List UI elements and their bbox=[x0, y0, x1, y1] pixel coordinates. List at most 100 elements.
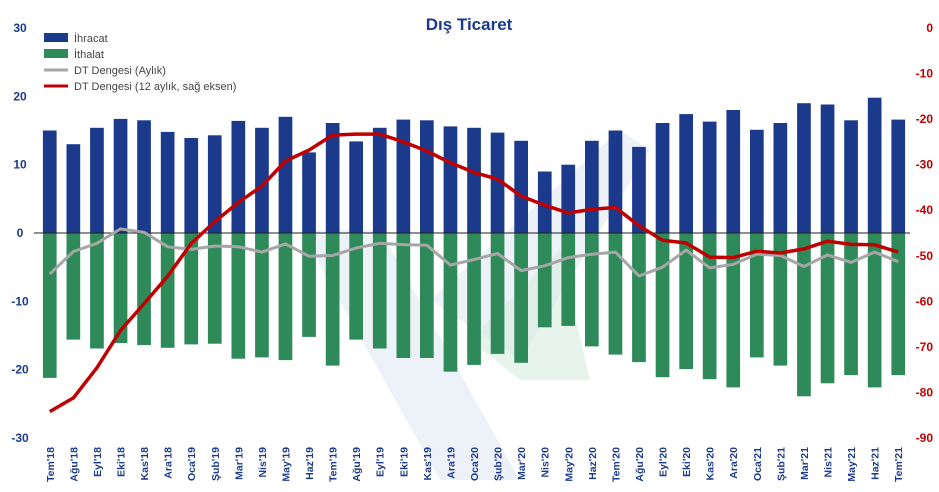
import-bar bbox=[632, 233, 646, 363]
monthly-balance-line bbox=[48, 227, 899, 278]
import-bars bbox=[42, 233, 906, 397]
x-tick-label: Haz'19 bbox=[304, 447, 316, 480]
x-axis-ticks: Tem'18 Ağu'18 Eyl'18 Eki'18 Kas'18 Ara'18 Oca'… bbox=[45, 447, 905, 482]
export-bar bbox=[820, 104, 835, 233]
x-tick-label: Kas'18 bbox=[139, 447, 151, 481]
x-tick-label: Haz'20 bbox=[587, 447, 599, 480]
export-bar bbox=[561, 164, 576, 233]
import-bar bbox=[561, 233, 576, 326]
export-bar bbox=[585, 140, 599, 234]
import-bar bbox=[42, 233, 57, 378]
x-tick-label: Ara'18 bbox=[163, 447, 175, 479]
export-bar bbox=[773, 123, 788, 233]
x-tick-label: Şub'19 bbox=[210, 447, 222, 481]
import-bar bbox=[302, 233, 316, 337]
monthly-balance-path bbox=[48, 227, 899, 278]
import-bar bbox=[514, 233, 528, 363]
import-bar bbox=[585, 233, 599, 347]
import-bar bbox=[797, 233, 811, 397]
right-tick-label: -60 bbox=[916, 294, 934, 308]
x-tick-label: May'20 bbox=[563, 447, 575, 482]
import-bar bbox=[467, 233, 481, 365]
x-tick-label: Mar'20 bbox=[516, 447, 528, 480]
x-tick-label: Eki'18 bbox=[116, 447, 128, 477]
x-tick-label: Nis'20 bbox=[540, 447, 552, 478]
import-bar bbox=[325, 233, 340, 366]
x-tick-label: Kas'20 bbox=[705, 447, 717, 481]
export-bar bbox=[702, 121, 717, 233]
x-tick-label: Eyl'20 bbox=[658, 447, 670, 477]
import-bar bbox=[655, 233, 670, 378]
right-tick-label: -40 bbox=[916, 203, 934, 217]
export-bar bbox=[113, 118, 128, 233]
x-tick-label: Tem'18 bbox=[45, 447, 57, 482]
x-tick-label: Tem'21 bbox=[893, 447, 905, 482]
x-tick-label: Ara'19 bbox=[445, 447, 457, 479]
import-bar bbox=[184, 233, 199, 345]
import-bar bbox=[278, 233, 293, 361]
export-bar bbox=[278, 116, 293, 233]
x-tick-label: Mar'21 bbox=[799, 447, 811, 480]
import-bar bbox=[750, 233, 764, 358]
import-bar bbox=[231, 233, 246, 359]
import-bar bbox=[844, 233, 858, 376]
left-tick-label: -10 bbox=[11, 294, 29, 308]
export-bar bbox=[42, 130, 57, 233]
x-tick-label: Ağu'18 bbox=[68, 447, 80, 482]
x-tick-label: Oca'19 bbox=[186, 447, 198, 481]
left-tick-label: -30 bbox=[11, 431, 29, 445]
import-bar bbox=[702, 233, 717, 380]
legend-label: İhracat bbox=[74, 32, 108, 45]
x-tick-label: Eki'20 bbox=[681, 447, 693, 477]
import-bar bbox=[372, 233, 387, 349]
right-tick-label: -10 bbox=[916, 67, 934, 81]
export-bar bbox=[325, 123, 340, 233]
export-bar bbox=[184, 138, 199, 233]
export-bar bbox=[137, 120, 151, 234]
import-bar bbox=[420, 233, 434, 358]
x-tick-label: Ara'20 bbox=[728, 447, 740, 479]
x-tick-label: Kas'19 bbox=[422, 447, 434, 481]
legend: İhracat İthalat DT Dengesi (Aylık) DT Denge… bbox=[44, 32, 236, 93]
legend-swatch bbox=[44, 33, 68, 42]
import-bar bbox=[90, 233, 104, 349]
import-bar bbox=[726, 233, 741, 388]
right-tick-label: -20 bbox=[916, 112, 934, 126]
export-bar bbox=[514, 140, 528, 234]
x-tick-label: Tem'20 bbox=[610, 447, 622, 482]
x-tick-label: Eyl'19 bbox=[375, 447, 387, 477]
import-bar bbox=[867, 233, 882, 388]
right-tick-label: -30 bbox=[916, 158, 934, 172]
left-tick-label: 10 bbox=[13, 158, 27, 172]
x-tick-label: Oca'21 bbox=[752, 447, 764, 481]
left-tick-label: 30 bbox=[13, 21, 27, 35]
x-tick-label: Nis'19 bbox=[257, 447, 269, 478]
export-bar bbox=[844, 120, 858, 234]
import-bar bbox=[113, 233, 128, 343]
legend-label: DT Dengesi (12 aylık, sağ eksen) bbox=[74, 81, 236, 93]
export-bar bbox=[66, 144, 81, 233]
right-tick-label: -90 bbox=[916, 431, 934, 445]
right-axis-ticks: 0 -10 -20 -30 -40 -50 -60 -70 -80 -90 bbox=[916, 21, 934, 445]
export-bar bbox=[349, 141, 363, 233]
export-bar bbox=[632, 146, 646, 233]
x-tick-label: Şub'21 bbox=[775, 447, 787, 481]
export-bars bbox=[42, 97, 906, 234]
export-bar bbox=[537, 171, 552, 233]
legend-label: İthalat bbox=[74, 48, 104, 61]
import-bar bbox=[349, 233, 363, 340]
export-bar bbox=[302, 152, 316, 233]
import-bar bbox=[537, 233, 552, 328]
export-bar bbox=[396, 119, 411, 233]
export-bar bbox=[207, 135, 222, 233]
x-tick-label: Eyl'18 bbox=[92, 447, 104, 477]
annual-balance-path bbox=[48, 132, 899, 414]
x-tick-label: Nis'21 bbox=[823, 447, 835, 478]
x-tick-label: Tem'19 bbox=[328, 447, 340, 482]
x-tick-label: Şub'20 bbox=[493, 447, 505, 481]
right-tick-label: 0 bbox=[926, 21, 933, 35]
import-bar bbox=[255, 233, 269, 358]
export-bar bbox=[160, 131, 175, 233]
import-bar bbox=[443, 233, 458, 372]
